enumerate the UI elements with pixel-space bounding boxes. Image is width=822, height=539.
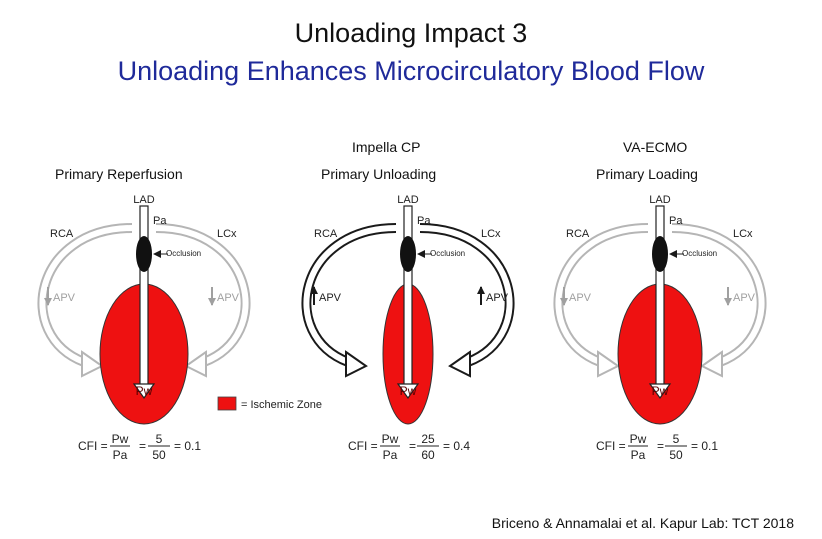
pw-label: Pw (652, 384, 669, 398)
legend-label: = Ischemic Zone (241, 399, 322, 411)
lad-artery (655, 205, 665, 387)
pa-label: Pa (417, 215, 431, 227)
citation: Briceno & Annamalai et al. Kapur Lab: TC… (491, 515, 794, 531)
pa-label: Pa (153, 215, 167, 227)
svg-text:=: = (139, 439, 146, 453)
apv-left-label: APV (319, 292, 342, 304)
panel-header-reperfusion: Primary Reperfusion (55, 166, 183, 182)
rca-label: RCA (314, 228, 338, 240)
cfi-result: = 0.1 (174, 439, 201, 453)
svg-text:=: = (409, 439, 416, 453)
lad-label: LAD (649, 194, 670, 206)
cfi-numerator: Pw (112, 432, 129, 446)
apv-right-label: APV (486, 292, 509, 304)
occlusion-marker (652, 236, 668, 272)
pw-label: Pw (400, 384, 417, 398)
cfi-label: CFI = (348, 439, 378, 453)
lcx-label: LCx (733, 228, 753, 240)
rca-label: RCA (50, 228, 74, 240)
lad-label: LAD (397, 194, 418, 206)
panel-header-unloading: Primary Unloading (321, 166, 437, 182)
occlusion-label: Occlusion (682, 249, 717, 258)
panel-unloading: APV APV Occlusion LAD Pa RCA LCx Pw CFI … (301, 194, 515, 462)
lcx-label: LCx (217, 228, 237, 240)
lad-artery (403, 205, 413, 387)
panel-header-loading: Primary Loading (596, 166, 698, 182)
cfi-pa-value: 60 (421, 448, 435, 462)
apv-left-label: APV (569, 292, 592, 304)
apv-right-label: APV (217, 292, 240, 304)
cfi-pw-value: 5 (673, 432, 680, 446)
occlusion-marker (136, 236, 152, 272)
occlusion-marker (400, 236, 416, 272)
cfi-pw-value: 25 (421, 432, 435, 446)
device-label-impella: Impella CP (352, 139, 421, 155)
panel-loading: APV APV Occlusion LAD Pa RCA LCx Pw CFI … (553, 194, 767, 462)
page-subtitle: Unloading Enhances Microcirculatory Bloo… (117, 56, 705, 86)
cfi-pw-value: 5 (156, 432, 163, 446)
legend-swatch (217, 396, 237, 411)
pa-label: Pa (669, 215, 683, 227)
occlusion-label: Occlusion (166, 249, 201, 258)
cfi-pa-value: 50 (152, 448, 166, 462)
device-label-vaecmo: VA-ECMO (623, 139, 688, 155)
cfi-denominator: Pa (383, 448, 398, 462)
cfi-denominator: Pa (113, 448, 128, 462)
lcx-label: LCx (481, 228, 501, 240)
cfi-result: = 0.4 (443, 439, 470, 453)
lad-label: LAD (133, 194, 154, 206)
panel-reperfusion: APV APV Occlusion LAD Pa RCA LCx Pw CFI … (37, 194, 251, 462)
cfi-label: CFI = (596, 439, 626, 453)
svg-text:=: = (657, 439, 664, 453)
occlusion-label: Occlusion (430, 249, 465, 258)
apv-left-label: APV (53, 292, 76, 304)
cfi-label: CFI = (78, 439, 108, 453)
lad-artery (139, 205, 149, 387)
cfi-result: = 0.1 (691, 439, 718, 453)
cfi-numerator: Pw (630, 432, 647, 446)
cfi-pa-value: 50 (669, 448, 683, 462)
cfi-numerator: Pw (382, 432, 399, 446)
page-title: Unloading Impact 3 (294, 18, 528, 48)
rca-label: RCA (566, 228, 590, 240)
cfi-denominator: Pa (631, 448, 646, 462)
pw-label: Pw (136, 384, 153, 398)
apv-right-label: APV (733, 292, 756, 304)
